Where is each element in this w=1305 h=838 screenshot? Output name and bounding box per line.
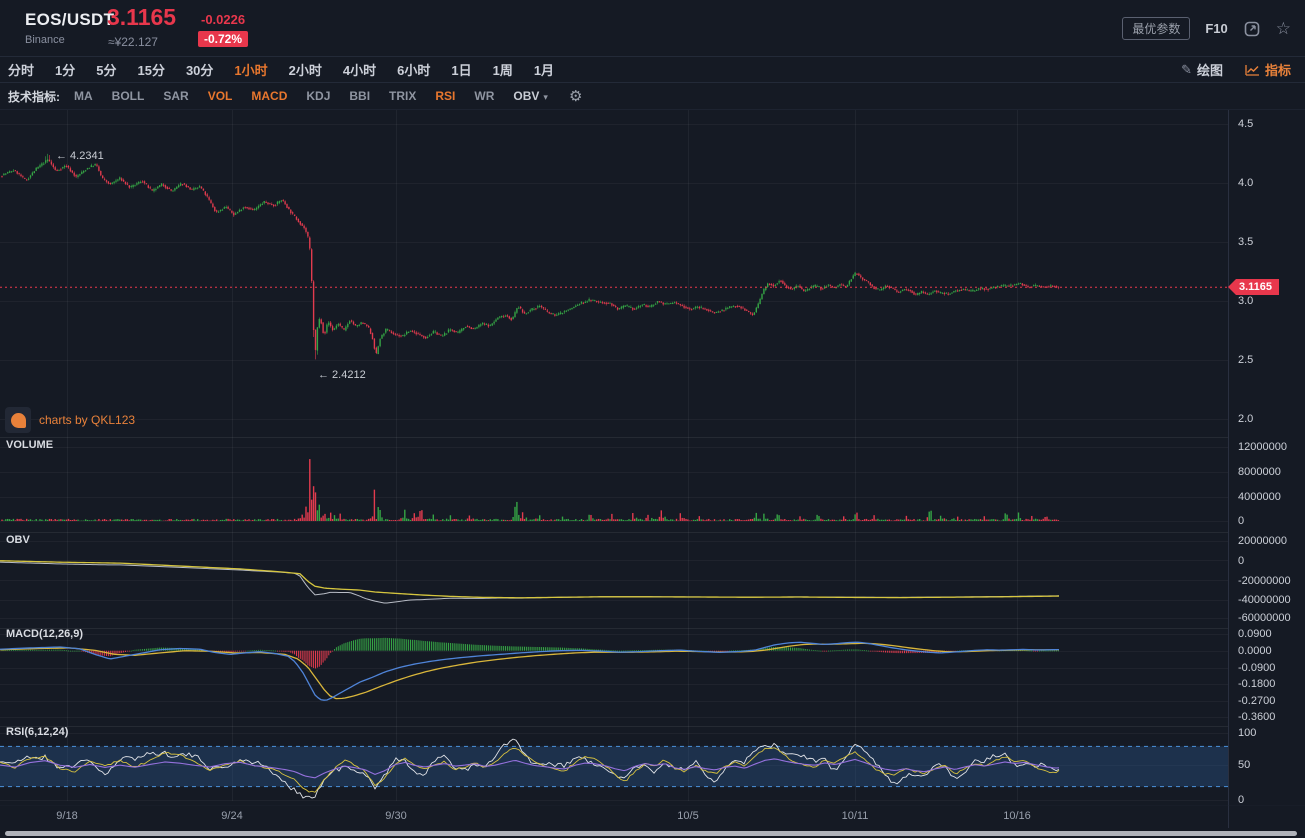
indicator-item-BBI[interactable]: BBI	[349, 89, 371, 103]
indicator-item-TRIX[interactable]: TRIX	[389, 89, 417, 103]
indicator-item-SAR[interactable]: SAR	[163, 89, 189, 103]
indicator-item-BOLL[interactable]: BOLL	[111, 89, 145, 103]
y-tick-obv--60000000: -60000000	[1238, 612, 1291, 624]
y-tick-macd--0.3600: -0.3600	[1238, 711, 1276, 723]
indicator-tool-button[interactable]: 指标	[1245, 60, 1291, 79]
timeframe-tab-5分[interactable]: 5分	[96, 63, 117, 78]
y-tick-volume-12000000: 12000000	[1238, 441, 1287, 453]
macd-panel-label: MACD(12,26,9)	[6, 628, 84, 640]
y-tick-obv--40000000: -40000000	[1238, 594, 1291, 606]
volume-panel-label: VOLUME	[6, 439, 54, 451]
indicator-item-RSI[interactable]: RSI	[435, 89, 456, 103]
draw-tool-button[interactable]: ✎ 绘图	[1181, 60, 1223, 79]
f10-button[interactable]: F10	[1205, 21, 1228, 36]
indicator-item-MA[interactable]: MA	[74, 89, 93, 103]
indicator-items: MA BOLL SAR VOL MACD KDJ BBI TRIX RSI WR OBV ▾	[74, 89, 567, 103]
indicator-settings-gear-icon[interactable]: ⚙	[568, 88, 583, 105]
y-tick-main-2.5: 2.5	[1238, 354, 1254, 366]
timeframe-tab-1分[interactable]: 1分	[55, 63, 76, 78]
y-tick-volume-8000000: 8000000	[1238, 466, 1281, 478]
price-change: -0.0226	[201, 12, 246, 27]
timeframe-tabs: 分时 1分 5分 15分 30分 1小时 2小时 4小时 6小时 1日 1周 1月	[0, 60, 575, 79]
indicator-row: 技术指标: MA BOLL SAR VOL MACD KDJ BBI TRIX RSI WR OBV…	[0, 83, 1305, 110]
y-tick-main-4.5: 4.5	[1238, 118, 1254, 130]
y-tick-main-3.5: 3.5	[1238, 236, 1254, 248]
x-tick-9/24: 9/24	[221, 810, 243, 822]
y-tick-main-2.0: 2.0	[1238, 413, 1254, 425]
timeframe-tab-30分[interactable]: 30分	[185, 63, 214, 78]
watermark: charts by QKL123	[5, 407, 135, 433]
y-tick-macd--0.0900: -0.0900	[1238, 662, 1276, 674]
time-axis: 9/18 9/24 9/30 10/5 10/11 10/16	[0, 805, 1228, 829]
timeframe-tab-2小时[interactable]: 2小时	[288, 63, 322, 78]
price-axis: 4.5 4.0 3.5 3.0 2.5 2.0 12000000 8000000 4000000…	[1228, 110, 1305, 828]
symbol-title: EOS/USDT	[25, 10, 115, 29]
favorite-star-icon[interactable]: ☆	[1275, 19, 1291, 38]
y-tick-volume-0: 0	[1238, 515, 1245, 527]
y-tick-volume-4000000: 4000000	[1238, 491, 1281, 503]
y-tick-macd-0.0900: 0.0900	[1238, 628, 1272, 640]
last-price: 3.1165	[107, 4, 177, 30]
watermark-text: charts by QKL123	[39, 413, 136, 427]
indicator-tool-label: 指标	[1264, 63, 1291, 78]
pencil-icon: ✎	[1181, 61, 1192, 77]
x-tick-9/30: 9/30	[385, 810, 407, 822]
timeframe-tab-15分[interactable]: 15分	[137, 63, 165, 78]
qkl123-logo-icon	[5, 407, 31, 433]
optimal-params-button[interactable]: 最优参数	[1122, 17, 1191, 40]
fullscreen-icon[interactable]	[1243, 20, 1261, 38]
y-tick-macd-0.0000: 0.0000	[1238, 645, 1272, 657]
x-tick-10/5: 10/5	[677, 810, 699, 822]
y-tick-main-3.0: 3.0	[1238, 295, 1254, 307]
chevron-down-icon: ▾	[543, 92, 548, 102]
obv-panel-label: OBV	[6, 534, 30, 546]
indicator-bar-label: 技术指标:	[8, 89, 60, 104]
indicator-item-OBV[interactable]: OBV ▾	[513, 89, 548, 103]
y-tick-macd--0.1800: -0.1800	[1238, 678, 1276, 690]
price-change-pct-badge: -0.72%	[198, 31, 249, 47]
exchange-label: Binance	[25, 34, 65, 46]
timeframe-tab-1周[interactable]: 1周	[492, 63, 513, 78]
y-tick-rsi-50: 50	[1238, 759, 1251, 771]
scrollbar-handle[interactable]	[5, 831, 1297, 836]
timeframe-tab-1小时[interactable]: 1小时	[234, 63, 268, 78]
timeframe-tab-4小时[interactable]: 4小时	[342, 63, 377, 78]
y-tick-obv-0: 0	[1238, 555, 1245, 567]
line-chart-icon	[1245, 64, 1259, 76]
indicator-item-VOL[interactable]: VOL	[207, 89, 233, 103]
y-tick-rsi-0: 0	[1238, 794, 1245, 806]
header: EOS/USDT Binance 3.1165 ≈¥22.127 -0.0226…	[0, 0, 1305, 57]
timeframe-row: 分时 1分 5分 15分 30分 1小时 2小时 4小时 6小时 1日 1周 1月 ✎ 绘图 指标	[0, 57, 1305, 83]
current-price-badge: 3.1165	[1228, 279, 1280, 295]
timeframe-tab-6小时[interactable]: 6小时	[397, 63, 431, 78]
timeframe-tab-分时[interactable]: 分时	[8, 63, 35, 78]
axis-separator	[0, 805, 1305, 806]
y-tick-main-4.0: 4.0	[1238, 177, 1254, 189]
timeframe-tab-1日[interactable]: 1日	[451, 63, 472, 78]
indicator-item-MACD[interactable]: MACD	[251, 89, 288, 103]
x-tick-9/18: 9/18	[56, 810, 78, 822]
indicator-item-KDJ[interactable]: KDJ	[306, 89, 331, 103]
timeframe-tab-1月[interactable]: 1月	[533, 63, 555, 78]
x-tick-10/11: 10/11	[841, 810, 869, 822]
y-tick-obv-20000000: 20000000	[1238, 535, 1287, 547]
price-cny: ≈¥22.127	[108, 35, 158, 49]
rsi-panel-label: RSI(6,12,24)	[6, 726, 69, 738]
high-price-annotation: ← 4.2341	[56, 150, 104, 162]
y-tick-macd--0.2700: -0.2700	[1238, 695, 1276, 707]
chart-canvas[interactable]	[0, 110, 1228, 805]
y-tick-rsi-100: 100	[1238, 727, 1257, 739]
x-tick-10/16: 10/16	[1003, 810, 1031, 822]
draw-tool-label: 绘图	[1196, 63, 1223, 78]
y-tick-obv--20000000: -20000000	[1238, 575, 1291, 587]
chart-scrollbar	[0, 830, 1305, 838]
indicator-item-WR[interactable]: WR	[474, 89, 495, 103]
low-price-annotation: ← 2.4212	[318, 369, 366, 381]
